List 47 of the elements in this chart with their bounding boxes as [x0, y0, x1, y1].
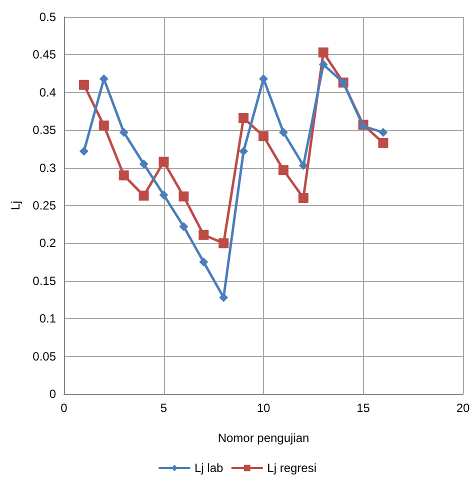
- x-tick-label: 10: [256, 401, 270, 415]
- y-tick-label: 0.25: [32, 198, 56, 212]
- legend-label: Lj lab: [194, 461, 224, 475]
- y-tick-label: 0.4: [39, 85, 56, 100]
- point: [98, 120, 109, 131]
- point: [159, 190, 168, 200]
- point: [179, 222, 188, 232]
- point: [278, 165, 288, 176]
- point: [139, 160, 148, 169]
- point: [79, 146, 88, 156]
- y-tick-label: 0.2: [39, 236, 56, 250]
- point: [298, 161, 308, 170]
- point: [118, 170, 129, 180]
- legend-label: Lj regresi: [267, 461, 317, 475]
- y-tick-label: 0: [49, 387, 56, 401]
- y-tick-label: 0.15: [32, 274, 56, 288]
- point: [318, 60, 328, 69]
- y-tick-label: 0.3: [39, 160, 56, 175]
- point: [378, 128, 388, 137]
- point: [318, 47, 328, 58]
- point: [138, 190, 149, 201]
- point: [218, 238, 229, 248]
- point: [119, 128, 128, 137]
- point: [378, 138, 388, 148]
- point: [199, 258, 208, 267]
- point: [278, 128, 288, 137]
- x-tick-label: 5: [160, 401, 168, 415]
- point: [178, 191, 189, 202]
- x-tick-label: 15: [356, 401, 370, 415]
- x-tick-label: 20: [456, 401, 470, 415]
- point: [78, 80, 89, 90]
- x-axis-title: Nomor pengujian: [218, 431, 310, 445]
- y-tick-label: 0.05: [32, 349, 56, 364]
- y-tick-label: 0.35: [32, 123, 56, 138]
- y-axis-title: Lj: [8, 200, 23, 210]
- point: [258, 131, 268, 142]
- point: [238, 113, 249, 124]
- point: [259, 74, 268, 84]
- point: [198, 230, 209, 240]
- y-tick-label: 0.45: [32, 48, 56, 62]
- point: [298, 192, 308, 203]
- y-tick-label: 0.1: [39, 312, 56, 326]
- y-tick-label: 0.5: [39, 10, 56, 24]
- x-tick-label: 0: [60, 401, 68, 415]
- point: [239, 146, 248, 156]
- point: [158, 156, 169, 167]
- point: [99, 74, 108, 84]
